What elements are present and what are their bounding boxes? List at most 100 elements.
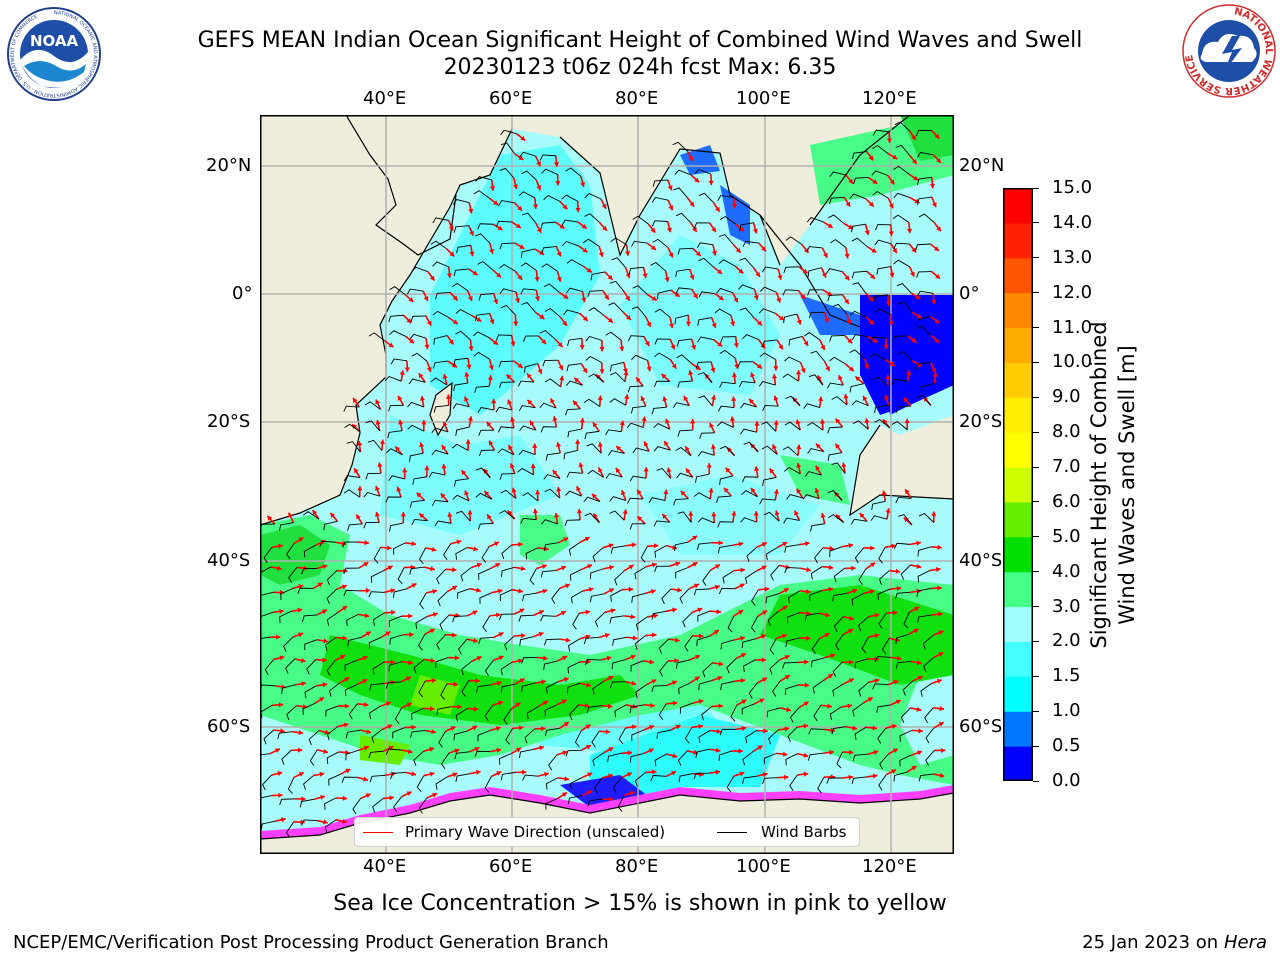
wind-barb [698, 192, 714, 203]
wind-barb [286, 705, 297, 721]
wave-direction-arrowhead [519, 244, 525, 249]
wind-barb [759, 498, 776, 505]
wind-barb [654, 380, 670, 387]
wind-barb [409, 566, 425, 575]
wave-direction-arrowhead [916, 563, 922, 569]
wind-barb [746, 546, 757, 562]
wind-barb [413, 751, 424, 766]
wind-barb [916, 588, 931, 597]
wind-barb [676, 354, 692, 364]
wave-direction-arrowhead [472, 725, 478, 731]
wind-barb [386, 448, 403, 456]
wind-barb [872, 129, 890, 136]
wind-barb [587, 469, 604, 478]
wave-direction-arrowhead [891, 769, 897, 774]
wind-barb [566, 259, 584, 267]
wind-barb [569, 704, 579, 721]
noaa-logo-icon: NOAA NATIONAL OCEANIC AND ATMOSPHERIC AD… [7, 7, 101, 101]
wave-direction-arrowhead [762, 772, 768, 778]
wave-direction-arrowhead [916, 660, 922, 666]
wave-direction-arrowhead [498, 632, 504, 637]
wind-barb [455, 426, 470, 437]
wind-barb [500, 489, 517, 499]
wind-barb [658, 638, 670, 654]
wave-direction-arrowhead [513, 321, 519, 326]
wave-direction-arrowhead [718, 703, 723, 709]
wave-direction-arrowhead [276, 634, 281, 640]
wave-direction-arrowhead [714, 584, 720, 590]
wave-direction-arrowhead [782, 542, 788, 547]
colorbar-tick-mark [1033, 675, 1039, 677]
wave-direction-arrowhead [364, 612, 370, 619]
wind-barb [563, 309, 580, 316]
colorbar-tick-mark [1033, 536, 1039, 538]
wave-direction-arrowhead [848, 628, 854, 634]
wave-direction-arrowhead [553, 162, 560, 167]
wave-direction-arrowhead [668, 252, 674, 258]
wind-barb [439, 614, 450, 631]
wind-barb [811, 638, 821, 655]
wave-direction-arrowhead [562, 750, 568, 756]
wind-barb [432, 261, 449, 268]
wave-direction-arrowhead [749, 398, 754, 404]
wave-direction-arrowhead [387, 724, 393, 730]
wave-direction-arrowhead [517, 205, 523, 211]
wind-barb [564, 519, 581, 527]
wind-barb [874, 308, 892, 315]
wind-barb [763, 752, 777, 765]
wind-barb [589, 593, 605, 603]
wind-barb [544, 704, 558, 717]
colorbar-segment [1003, 292, 1033, 329]
wave-direction-arrowhead [795, 419, 801, 425]
wind-barb [917, 546, 932, 557]
wave-direction-arrowhead [448, 339, 454, 345]
vector-layer [260, 121, 946, 838]
wave-direction-arrowhead [532, 508, 539, 514]
wave-direction-arrowhead [806, 588, 811, 595]
wind-barb [565, 380, 583, 386]
wave-direction-arrowhead [651, 679, 657, 684]
wind-barb [876, 704, 891, 713]
wave-direction-arrowhead [815, 443, 821, 449]
wind-barb [809, 590, 823, 601]
wave-direction-arrowhead [825, 612, 830, 618]
wave-direction-arrowhead [753, 511, 759, 516]
wave-direction-arrowhead [891, 543, 896, 549]
wind-barb [451, 282, 469, 292]
wave-direction-arrowhead [771, 374, 778, 379]
wind-barb [807, 448, 824, 454]
wave-direction-arrowhead [855, 376, 861, 382]
wave-direction-arrowhead [848, 366, 854, 372]
wind-barb [808, 311, 825, 319]
wave-direction-arrowhead [870, 273, 875, 279]
wave-direction-arrowhead [608, 796, 614, 802]
wave-direction-arrowhead [641, 416, 647, 422]
wave-direction-arrowhead [496, 612, 501, 618]
wind-barb [588, 307, 605, 317]
wind-barb [346, 613, 359, 627]
wind-barb [457, 588, 471, 599]
wave-direction-arrowhead [754, 421, 760, 426]
wind-barb [352, 798, 361, 815]
wave-direction-arrowhead [424, 344, 430, 350]
wind-barb [693, 222, 710, 229]
wave-direction-arrowhead [848, 774, 853, 780]
wave-direction-arrowhead [695, 654, 700, 660]
wind-barb [306, 659, 317, 675]
wave-direction-arrowhead [411, 541, 416, 547]
wave-direction-arrowhead [829, 545, 834, 552]
wind-barb [495, 220, 512, 227]
wave-direction-arrowhead [750, 487, 756, 493]
wave-direction-arrowhead [532, 204, 539, 209]
nws-logo-icon: NATIONAL WEATHER SERVICE [1182, 4, 1276, 98]
wind-barb [695, 473, 710, 483]
wind-barb [698, 291, 715, 298]
wind-barb [612, 636, 627, 646]
wave-direction-arrowhead [279, 608, 284, 614]
wind-barb [522, 774, 539, 781]
wind-barb [874, 418, 890, 429]
wind-barb [279, 610, 292, 623]
wave-direction-arrowhead [322, 682, 328, 688]
map-subtitle: 20230123 t06z 024h fcst Max: 6.35 [443, 55, 837, 80]
wave-direction-arrowhead [543, 655, 548, 661]
